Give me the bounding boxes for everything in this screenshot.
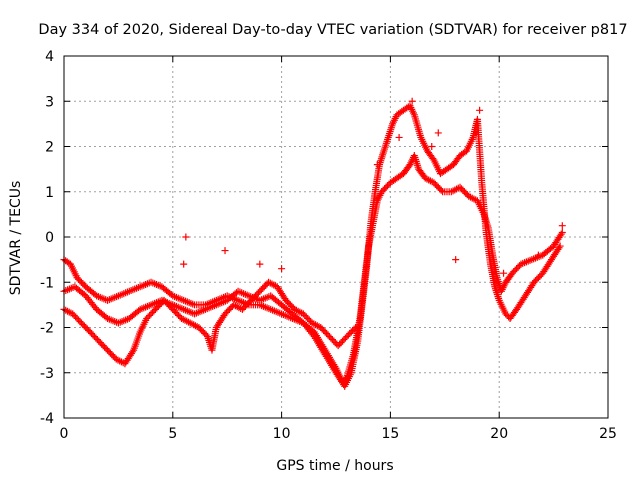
axis-ticks: 0 5 10 15 20 25 -4 -3 -2 -1 0 1 2 3 4 — [40, 49, 617, 442]
y-tick-label: 2 — [45, 140, 54, 156]
y-tick-label: -2 — [40, 321, 54, 337]
data-point — [221, 247, 229, 255]
x-tick-label: 25 — [599, 426, 617, 442]
data-point — [256, 260, 264, 268]
y-tick-label: 3 — [45, 94, 54, 110]
data-point — [309, 331, 317, 339]
series-track-c — [60, 278, 360, 368]
data-point — [408, 97, 416, 105]
data-point — [182, 233, 190, 241]
y-tick-label: 0 — [45, 230, 54, 246]
data-point — [395, 133, 403, 141]
x-tick-label: 15 — [381, 426, 399, 442]
data-point — [350, 325, 358, 333]
data-point — [129, 348, 137, 356]
data-point — [434, 129, 442, 137]
data-point — [278, 265, 286, 273]
x-tick-label: 20 — [490, 426, 508, 442]
data-point — [555, 244, 563, 252]
x-tick-label: 10 — [273, 426, 291, 442]
data-point — [556, 242, 564, 250]
data-point — [558, 222, 566, 230]
data-point — [558, 228, 566, 236]
x-tick-label: 0 — [60, 426, 69, 442]
y-axis-label: SDTVAR / TECUs — [8, 181, 24, 296]
y-tick-label: -4 — [40, 411, 54, 427]
data-point — [500, 269, 508, 277]
data-point — [180, 260, 188, 268]
y-tick-label: -3 — [40, 366, 54, 382]
chart-title: Day 334 of 2020, Sidereal Day-to-day VTE… — [38, 22, 627, 38]
y-tick-label: -1 — [40, 275, 54, 291]
data-point — [534, 251, 542, 259]
data-point — [373, 161, 381, 169]
series-track-b — [60, 102, 564, 390]
data-point — [352, 324, 360, 331]
grid — [64, 56, 608, 418]
data-point — [476, 106, 484, 114]
data-point — [428, 143, 436, 150]
data-point — [437, 186, 445, 194]
y-tick-label: 1 — [45, 185, 54, 201]
data-point — [452, 256, 460, 264]
x-tick-label: 5 — [168, 426, 177, 442]
y-tick-label: 4 — [45, 49, 54, 65]
series-spikes — [180, 97, 566, 277]
data-point — [557, 230, 565, 238]
x-axis-label: GPS time / hours — [276, 458, 393, 474]
data-points — [60, 97, 566, 390]
